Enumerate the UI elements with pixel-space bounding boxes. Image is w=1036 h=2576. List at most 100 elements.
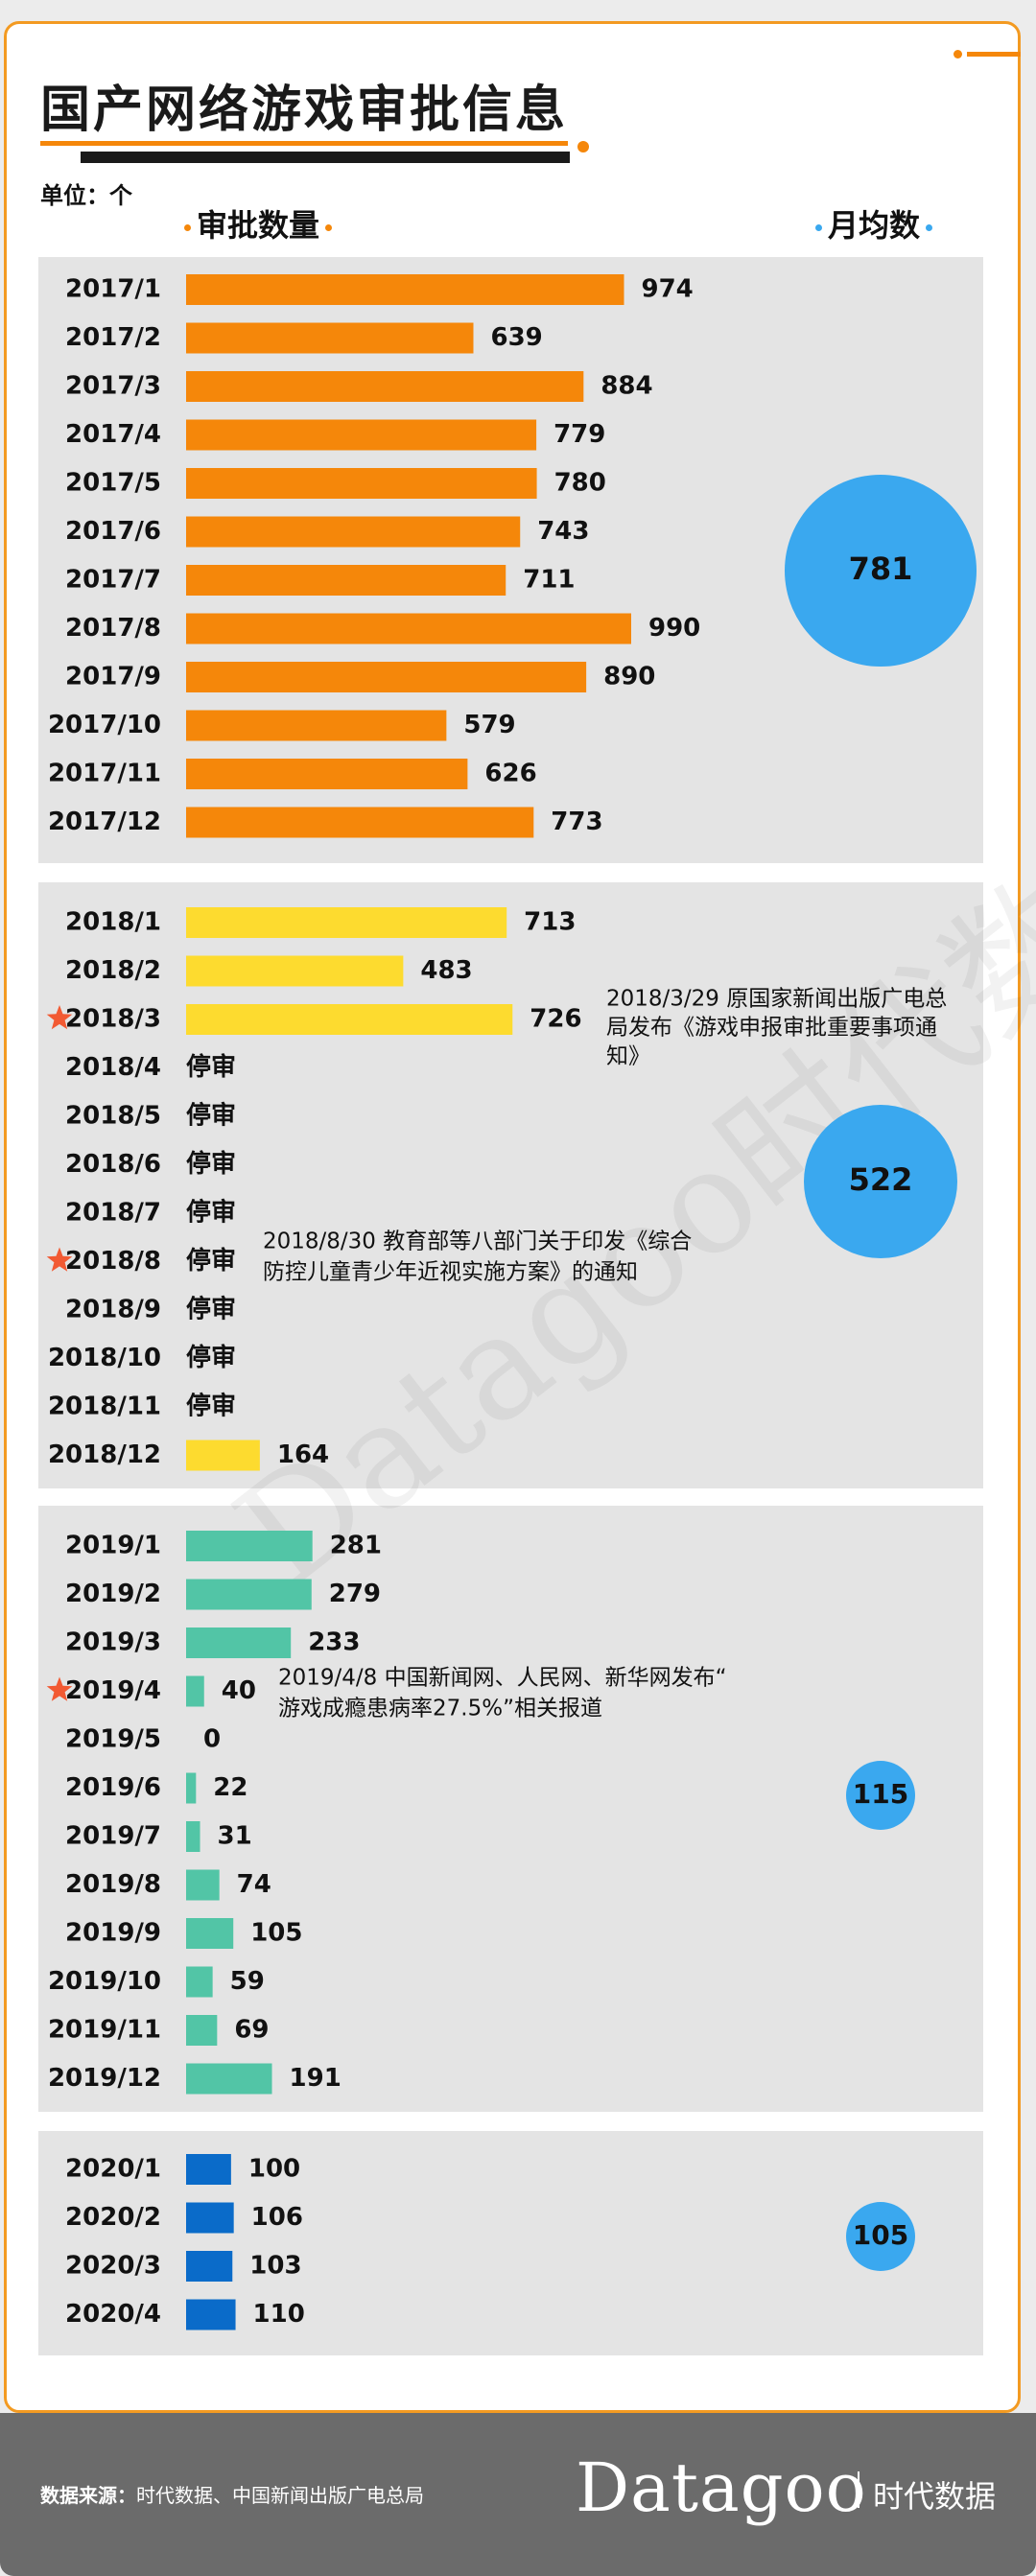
title-accent-dot	[577, 141, 589, 152]
tick-label: 2020/1	[65, 2155, 161, 2184]
tick-label: 2017/3	[65, 372, 161, 401]
tick-label: 2019/5	[65, 1725, 161, 1754]
data-label: 74	[237, 1870, 271, 1899]
header-dot	[184, 223, 191, 231]
header-dot	[815, 223, 822, 231]
data-label: 890	[603, 663, 655, 691]
data-label: 164	[277, 1440, 329, 1469]
average-circle	[785, 475, 977, 667]
bar	[186, 1675, 204, 1707]
bar	[186, 1966, 213, 1998]
tick-label: 2017/2	[65, 323, 161, 352]
bar	[186, 1772, 197, 1804]
header-dot	[926, 223, 933, 231]
tick-label: 2020/4	[65, 2300, 161, 2329]
tick-label: 2018/1	[65, 908, 161, 937]
tick-label: 2019/8	[65, 1870, 161, 1899]
tick-label: 2017/10	[48, 711, 161, 739]
tick-label: 2019/12	[48, 2064, 161, 2093]
bar	[186, 807, 534, 838]
bar	[186, 2063, 272, 2095]
footer	[0, 2413, 1036, 2576]
tick-label: 2018/3	[65, 1005, 161, 1034]
data-label: 711	[523, 566, 575, 595]
bar	[186, 613, 631, 644]
data-source: 数据来源：时代数据、中国新闻出版广电总局	[40, 2480, 424, 2508]
average-label: 115	[853, 1778, 908, 1810]
tick-label: 2017/1	[65, 275, 161, 304]
bar	[186, 662, 587, 692]
data-label: 281	[330, 1532, 382, 1560]
data-label: 779	[553, 420, 605, 449]
unit-label: 单位：个	[40, 182, 132, 209]
tick-label: 2017/8	[65, 614, 161, 643]
suspended-label: 停审	[186, 1295, 236, 1324]
annotation-text: 游戏成瘾患病率27.5%”相关报道	[278, 1697, 602, 1721]
data-label: 884	[600, 372, 652, 401]
annotation-text: 2019/4/8 中国新闻网、人民网、新华网发布“	[278, 1666, 727, 1691]
annotation-text: 2018/8/30 教育部等八部门关于印发《综合	[263, 1229, 692, 1254]
annotation-text: 防控儿童青少年近视实施方案》的通知	[263, 1260, 638, 1285]
bar	[186, 565, 506, 596]
data-label: 103	[249, 2252, 301, 2281]
deco-dot	[954, 50, 962, 59]
bar	[186, 907, 507, 938]
bar	[186, 516, 521, 548]
tick-label: 2019/3	[65, 1628, 161, 1657]
tick-label: 2017/9	[65, 663, 161, 691]
data-label: 31	[218, 1822, 252, 1851]
suspended-label: 停审	[186, 1101, 236, 1131]
bar-chart: 2017/1 974 2017/2 639 2017/3 884 2017/4 779 2017…	[46, 274, 977, 2330]
data-label: 743	[537, 517, 589, 546]
suspended-label: 停审	[186, 1149, 236, 1179]
tick-label: 2017/5	[65, 469, 161, 498]
monthly-avg-header: 月均数	[810, 201, 938, 246]
tick-label: 2018/4	[65, 1053, 161, 1082]
data-label: 69	[234, 2016, 269, 2045]
bar	[186, 1579, 312, 1610]
tick-label: 2017/6	[65, 517, 161, 546]
title-underline	[81, 152, 570, 163]
tick-label: 2020/2	[65, 2203, 161, 2232]
data-label: 100	[248, 2155, 300, 2184]
bar	[186, 322, 474, 354]
bar	[186, 1628, 292, 1658]
header-dot	[325, 223, 333, 231]
data-label: 639	[490, 323, 542, 352]
data-label: 626	[484, 760, 536, 788]
data-label: 40	[222, 1676, 256, 1705]
data-label: 974	[642, 275, 694, 304]
bar	[186, 1004, 513, 1035]
average-circle	[846, 1761, 915, 1830]
bar	[186, 955, 404, 987]
data-label: 106	[251, 2203, 303, 2232]
deco-line	[967, 52, 1021, 57]
bar	[186, 2299, 236, 2330]
bar	[186, 710, 447, 741]
star-icon	[46, 1676, 73, 1701]
approvals-header: 审批数量	[178, 201, 338, 246]
tick-label: 2018/6	[65, 1150, 161, 1179]
bar	[186, 2251, 233, 2282]
annotation-text: 知》	[606, 1044, 650, 1069]
tick-label: 2018/11	[48, 1393, 161, 1421]
title-accent-line	[40, 141, 568, 146]
page-title: 国产网络游戏审批信息	[40, 82, 569, 139]
tick-label: 2017/12	[48, 808, 161, 836]
tick-label: 2019/1	[65, 1532, 161, 1560]
tick-label: 2018/5	[65, 1102, 161, 1131]
bar	[186, 419, 537, 451]
average-label: 781	[849, 550, 913, 587]
suspended-label: 停审	[186, 1198, 236, 1228]
data-label: 579	[463, 711, 515, 739]
monthly-avg-header-text: 月均数	[828, 207, 921, 244]
tick-label: 2019/9	[65, 1919, 161, 1948]
bar	[186, 1440, 260, 1471]
tick-label: 2017/7	[65, 566, 161, 595]
annotation-text: 2018/3/29 原国家新闻出版广电总	[606, 987, 947, 1012]
suspended-label: 停审	[186, 1052, 236, 1082]
tick-label: 2018/7	[65, 1199, 161, 1228]
tick-label: 2017/4	[65, 420, 161, 449]
suspended-label: 停审	[186, 1343, 236, 1372]
data-label: 483	[420, 956, 472, 985]
